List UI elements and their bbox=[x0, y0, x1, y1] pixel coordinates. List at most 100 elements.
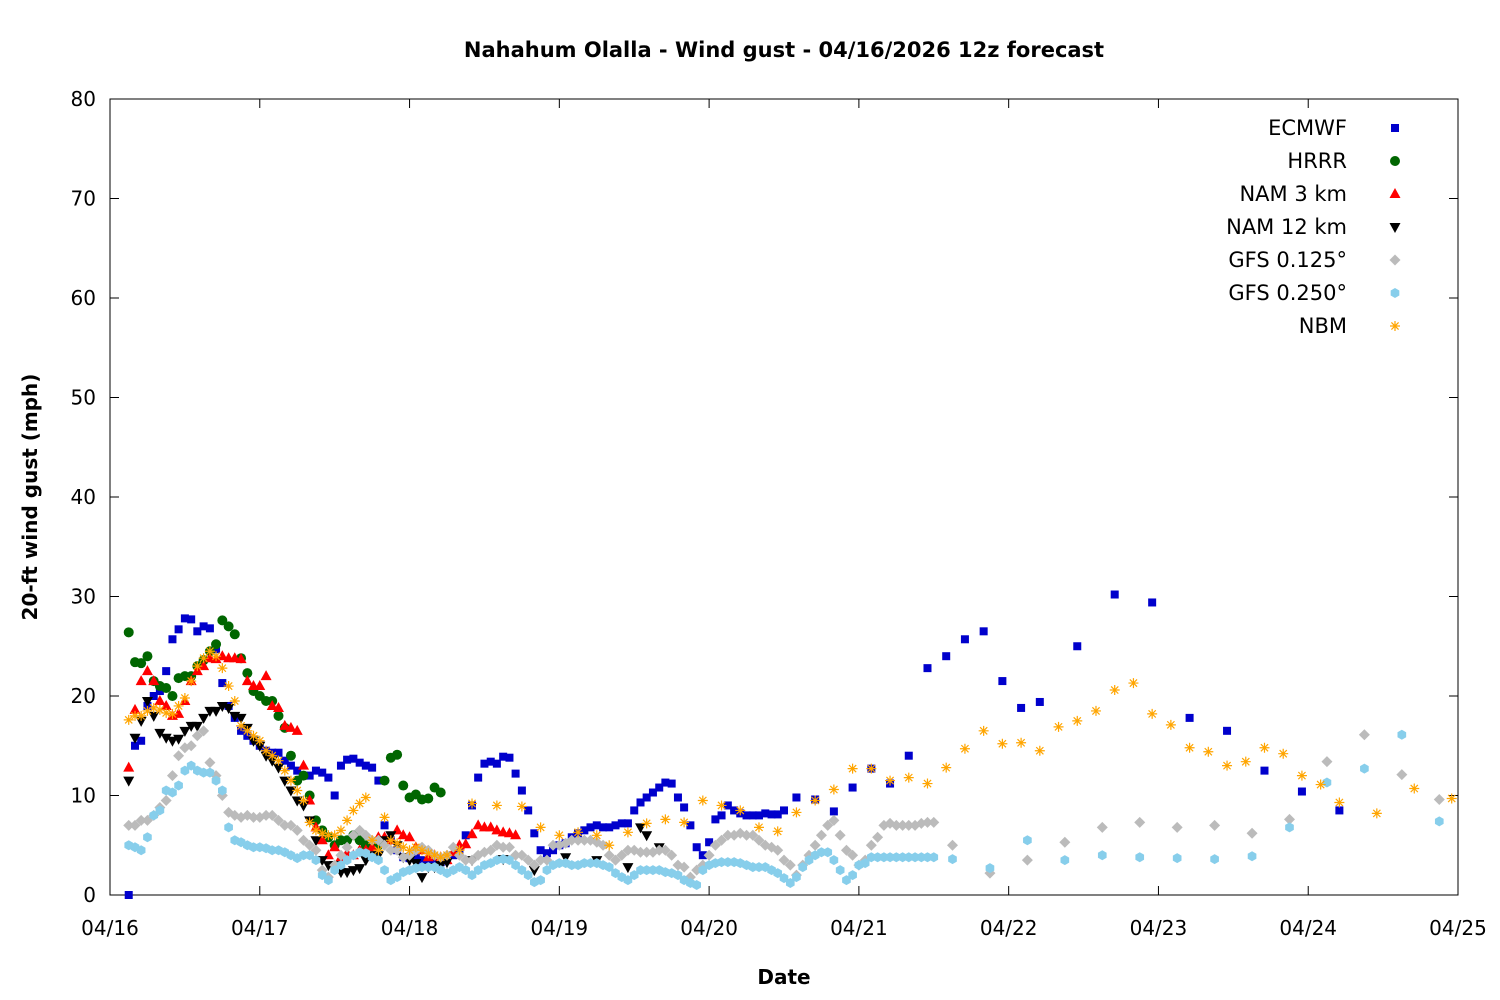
data-point bbox=[1184, 742, 1195, 753]
data-point bbox=[809, 839, 821, 851]
data-point bbox=[641, 818, 652, 829]
data-point bbox=[1334, 797, 1345, 808]
data-point bbox=[1335, 806, 1344, 815]
data-point bbox=[605, 823, 614, 832]
data-point bbox=[354, 864, 366, 875]
data-point bbox=[829, 807, 838, 816]
data-point bbox=[367, 835, 378, 846]
data-point bbox=[486, 757, 495, 766]
data-point bbox=[1035, 697, 1044, 706]
data-point bbox=[1059, 836, 1071, 848]
data-point bbox=[374, 776, 383, 785]
data-point bbox=[286, 761, 295, 770]
data-point bbox=[659, 844, 671, 856]
data-point bbox=[835, 865, 845, 876]
data-point bbox=[260, 670, 272, 681]
data-point bbox=[1096, 821, 1108, 833]
data-point bbox=[341, 868, 353, 879]
data-point bbox=[123, 761, 135, 772]
data-point bbox=[187, 615, 196, 624]
data-point bbox=[392, 838, 403, 849]
data-point bbox=[142, 651, 153, 662]
data-point bbox=[136, 658, 147, 669]
data-point bbox=[429, 850, 440, 861]
data-point bbox=[380, 865, 389, 876]
data-point bbox=[705, 838, 714, 847]
data-point bbox=[1023, 835, 1032, 846]
data-point bbox=[368, 763, 377, 772]
data-point bbox=[528, 859, 540, 871]
data-point bbox=[566, 834, 578, 846]
data-point bbox=[168, 787, 177, 798]
data-point bbox=[1017, 703, 1026, 712]
data-point bbox=[343, 755, 352, 764]
data-point bbox=[466, 854, 478, 866]
data-point bbox=[791, 807, 802, 818]
x-tick-label: 04/20 bbox=[680, 916, 738, 940]
data-point bbox=[810, 795, 821, 806]
data-point bbox=[285, 721, 297, 732]
data-point bbox=[373, 845, 384, 856]
data-point bbox=[528, 866, 540, 877]
data-point bbox=[154, 694, 166, 705]
data-point bbox=[1321, 756, 1333, 768]
data-point bbox=[903, 772, 914, 783]
data-point bbox=[554, 830, 565, 841]
data-point bbox=[280, 756, 289, 765]
data-point bbox=[374, 855, 383, 866]
data-point bbox=[523, 870, 533, 881]
data-point bbox=[460, 838, 472, 849]
data-point bbox=[123, 776, 135, 787]
data-point bbox=[135, 814, 147, 826]
data-point bbox=[360, 792, 371, 803]
data-point bbox=[336, 761, 345, 770]
data-point bbox=[1434, 816, 1444, 827]
data-point bbox=[404, 845, 415, 856]
data-point bbox=[635, 846, 647, 858]
data-point bbox=[142, 705, 153, 716]
data-point bbox=[273, 710, 284, 721]
chart-title: Nahahum Olalla - Wind gust - 04/16/2026 … bbox=[464, 38, 1104, 62]
data-point bbox=[137, 736, 146, 745]
y-tick-label: 30 bbox=[71, 585, 96, 609]
data-point bbox=[828, 814, 840, 826]
data-point bbox=[279, 819, 291, 831]
x-tick-label: 04/18 bbox=[381, 916, 439, 940]
data-point bbox=[1278, 748, 1289, 759]
data-point bbox=[205, 624, 214, 633]
data-point bbox=[1016, 737, 1027, 748]
y-tick-label: 70 bbox=[71, 187, 96, 211]
data-point bbox=[622, 844, 634, 856]
data-point bbox=[354, 824, 366, 836]
data-point bbox=[273, 755, 284, 766]
data-point bbox=[324, 875, 333, 886]
data-point bbox=[792, 872, 801, 883]
data-point bbox=[205, 767, 215, 778]
data-point bbox=[742, 811, 751, 820]
data-point bbox=[162, 667, 171, 676]
legend-label: GFS 0.125° bbox=[1228, 248, 1347, 272]
data-point bbox=[998, 677, 1007, 686]
data-point bbox=[1171, 821, 1183, 833]
data-point bbox=[692, 880, 702, 891]
data-point bbox=[242, 668, 253, 679]
data-point bbox=[361, 761, 370, 770]
data-point bbox=[753, 834, 765, 846]
data-point bbox=[191, 730, 203, 742]
data-point bbox=[623, 819, 632, 828]
data-point bbox=[173, 750, 185, 762]
data-point bbox=[723, 801, 732, 810]
data-point bbox=[778, 854, 790, 866]
data-point bbox=[491, 800, 502, 811]
data-point bbox=[840, 844, 852, 856]
data-point bbox=[785, 878, 795, 889]
data-point bbox=[1246, 827, 1258, 839]
data-point bbox=[185, 740, 197, 752]
data-point bbox=[630, 806, 639, 815]
data-point bbox=[580, 826, 589, 835]
data-point bbox=[1222, 760, 1233, 771]
data-point bbox=[311, 766, 320, 775]
data-point bbox=[586, 823, 595, 832]
data-point bbox=[1060, 855, 1070, 866]
